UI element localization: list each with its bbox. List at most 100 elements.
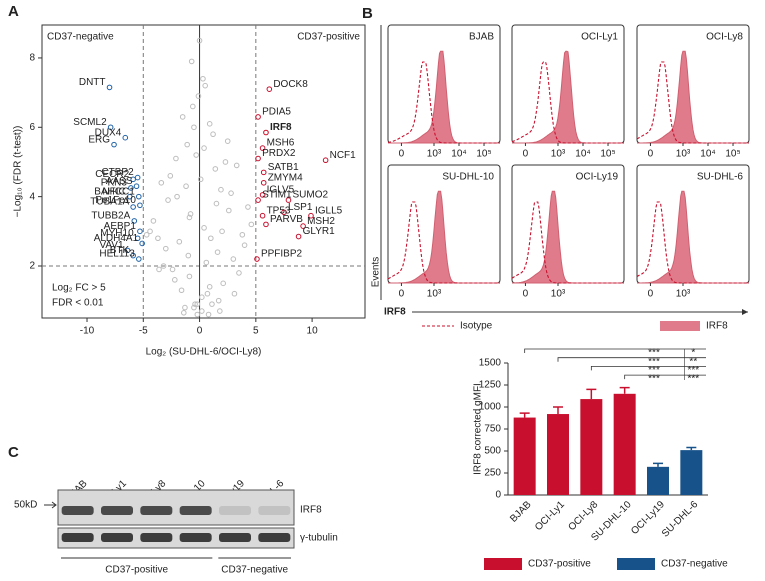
data-point [233, 162, 240, 169]
data-point [130, 252, 136, 259]
data-point [182, 304, 188, 311]
error-bar [553, 406, 563, 415]
band [179, 533, 212, 542]
point-label: TUBA1A [90, 197, 129, 208]
point-label: PKN3 [101, 178, 128, 189]
point-label: DUX4 [95, 127, 122, 138]
point-label: IRF8 [270, 122, 292, 133]
band [140, 506, 173, 515]
point-label: NCF1 [330, 150, 357, 161]
flow-panel [636, 24, 750, 144]
data-point [241, 242, 248, 248]
data-point [131, 218, 138, 224]
point-label: TP53 [267, 205, 291, 216]
point-label: Pe1Fe10 [95, 195, 136, 206]
x-tick-label: 0 [197, 326, 203, 337]
point-label: SCML2 [73, 117, 107, 128]
data-point [185, 252, 192, 259]
blot-strip [57, 489, 295, 526]
data-point [308, 212, 314, 219]
data-point [259, 145, 266, 151]
point-label: DNTT [79, 77, 106, 88]
x-tick-label: -10 [80, 326, 95, 337]
data-point [187, 211, 194, 217]
data-point [215, 297, 222, 304]
point-label: AEBP1 [104, 221, 137, 232]
data-point [135, 256, 142, 262]
data-point [199, 294, 205, 300]
point-label: GLYR1 [303, 226, 335, 237]
irf8-histogram [512, 50, 624, 144]
point-label: PRDX2 [262, 148, 296, 159]
panel-label: A [8, 3, 19, 20]
data-point [190, 103, 196, 110]
panel-name: SU-DHL-6 [697, 172, 744, 183]
data-point [193, 152, 199, 158]
band [140, 533, 173, 542]
data-point [167, 173, 174, 179]
data-point [201, 225, 207, 231]
error-bar [686, 446, 697, 451]
data-point [130, 176, 136, 183]
panel-name: OCI-Ly1 [581, 32, 618, 43]
point-label: IGLV5 [267, 185, 295, 196]
x-tick-label: -5 [139, 326, 148, 337]
band [61, 506, 94, 515]
significance-label: *** [648, 374, 660, 385]
data-point [126, 193, 133, 200]
data-point [194, 301, 201, 307]
irf8-histogram [388, 50, 500, 144]
data-point [186, 273, 193, 280]
data-point [217, 308, 223, 314]
point-label: VAV1 [99, 240, 124, 251]
significance-bracket [557, 357, 706, 362]
x-tick-label: 10 [307, 326, 319, 337]
irf8-histogram [637, 50, 749, 144]
x-tick-label: 10³ [427, 149, 442, 160]
y-tick-label: 4 [29, 191, 35, 202]
significance-label: *** [648, 348, 660, 359]
data-point [200, 75, 206, 82]
significance-label: * [691, 348, 695, 359]
data-point [169, 266, 176, 273]
error-bar [653, 462, 663, 467]
band [219, 533, 251, 542]
data-point [130, 204, 136, 210]
data-point [214, 249, 221, 255]
panel-name: OCI-Ly8 [706, 32, 743, 43]
data-point [322, 157, 329, 164]
row-label: IRF8 [300, 505, 322, 516]
data-point [281, 209, 287, 216]
panel-label: C [8, 444, 19, 461]
significance-label: *** [687, 374, 699, 385]
data-point [122, 134, 129, 141]
x-tick-label: SU-DHL-6 [660, 499, 701, 540]
group-label: CD37-positive [105, 565, 168, 576]
data-point [205, 311, 212, 318]
x-tick-label: 10⁵ [476, 149, 491, 160]
data-point [137, 228, 143, 235]
data-point [184, 141, 190, 148]
y-tick-label: 1250 [479, 380, 502, 391]
data-point [134, 174, 141, 181]
y-tick-label: 8 [29, 53, 35, 64]
bar [647, 466, 669, 495]
isotype-histogram [636, 201, 749, 284]
data-point [179, 114, 186, 120]
data-point [254, 256, 260, 262]
data-point [176, 238, 183, 245]
error-bar [619, 386, 630, 394]
point-label: PARVB [270, 214, 303, 225]
annotation: FDR < 0.01 [52, 298, 104, 309]
panel-name: BJAB [469, 32, 494, 43]
data-point [206, 121, 213, 127]
legend-swatch [484, 558, 522, 570]
x-tick-label: 10⁵ [725, 149, 740, 160]
data-point [160, 263, 167, 269]
x-tick-label: 0 [523, 149, 529, 160]
x-tick-label: 10³ [676, 149, 691, 160]
annotation: CD37-positive [297, 32, 360, 43]
data-point [206, 283, 213, 290]
x-tick-label: 0 [648, 289, 654, 300]
data-point [255, 155, 261, 162]
